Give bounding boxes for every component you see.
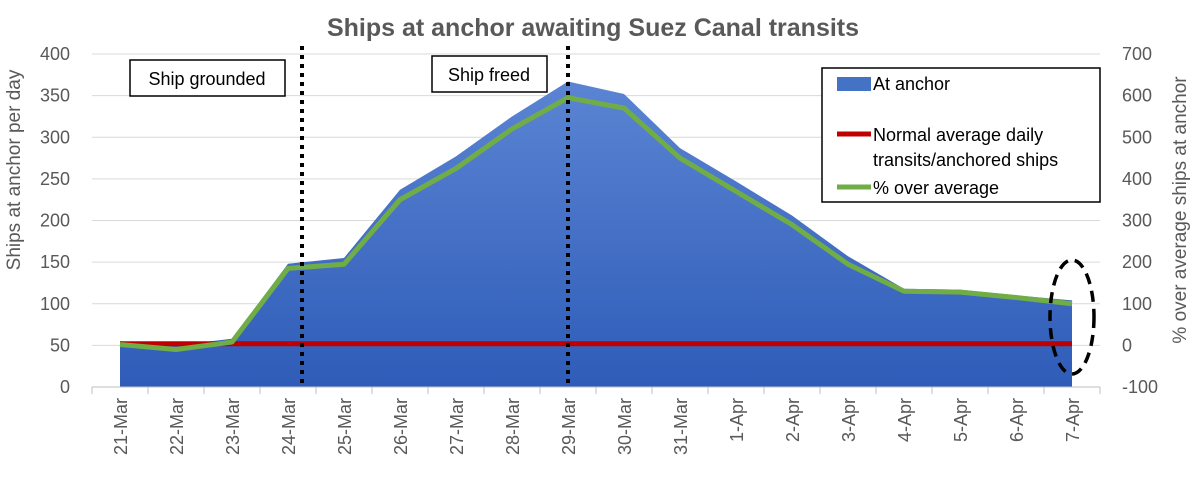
- y-axis-right-label: % over average ships at anchor: [1170, 76, 1191, 344]
- y-left-tick-label: 50: [50, 335, 70, 355]
- x-tick-label: 25-Mar: [335, 398, 355, 455]
- x-tick-label: 27-Mar: [447, 398, 467, 455]
- legend-label-percent-over-average: % over average: [873, 178, 999, 198]
- x-tick-label: 2-Apr: [783, 398, 803, 442]
- x-tick-label: 4-Apr: [895, 398, 915, 442]
- y-right-tick-label: 400: [1122, 169, 1152, 189]
- y-right-tick-label: 300: [1122, 211, 1152, 231]
- y-left-tick-label: 250: [40, 169, 70, 189]
- x-tick-label: 28-Mar: [503, 398, 523, 455]
- x-tick-label: 5-Apr: [951, 398, 971, 442]
- x-tick-label: 26-Mar: [391, 398, 411, 455]
- chart-title: Ships at anchor awaiting Suez Canal tran…: [327, 14, 859, 42]
- y-left-tick-label: 0: [60, 377, 70, 397]
- x-tick-label: 1-Apr: [727, 398, 747, 442]
- x-tick-label: 24-Mar: [279, 398, 299, 455]
- x-tick-label: 29-Mar: [559, 398, 579, 455]
- y-right-tick-label: 0: [1122, 335, 1132, 355]
- y-right-tick-label: 100: [1122, 294, 1152, 314]
- x-tick-label: 31-Mar: [671, 398, 691, 455]
- x-tick-label: 21-Mar: [111, 398, 131, 455]
- ship-freed-label: Ship freed: [448, 65, 530, 85]
- legend-label-at-anchor: At anchor: [873, 74, 950, 94]
- x-tick-label: 30-Mar: [615, 398, 635, 455]
- y-left-tick-label: 400: [40, 44, 70, 64]
- ship-grounded-label: Ship grounded: [148, 69, 265, 89]
- x-tick-label: 22-Mar: [167, 398, 187, 455]
- x-tick-label: 6-Apr: [1007, 398, 1027, 442]
- x-tick-label: 23-Mar: [223, 398, 243, 455]
- y-left-tick-label: 200: [40, 211, 70, 231]
- y-axis-left-label: Ships at anchor per day: [4, 69, 25, 270]
- y-right-tick-label: 500: [1122, 127, 1152, 147]
- y-left-tick-label: 150: [40, 252, 70, 272]
- y-left-tick-label: 100: [40, 294, 70, 314]
- x-tick-label: 7-Apr: [1063, 398, 1083, 442]
- y-right-tick-label: 200: [1122, 252, 1152, 272]
- y-right-tick-label: -100: [1122, 377, 1158, 397]
- y-right-tick-label: 600: [1122, 86, 1152, 106]
- legend-swatch-at-anchor: [837, 77, 871, 91]
- y-left-tick-label: 300: [40, 127, 70, 147]
- y-right-tick-label: 700: [1122, 44, 1152, 64]
- y-left-tick-label: 350: [40, 86, 70, 106]
- x-tick-label: 3-Apr: [839, 398, 859, 442]
